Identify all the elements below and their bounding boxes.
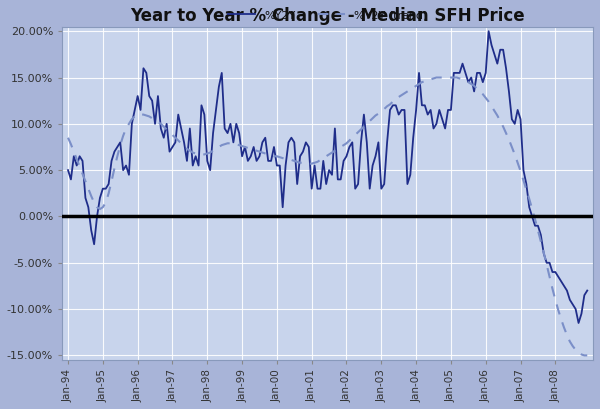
%Y2Y	[262, 135, 269, 140]
%Y2Y (trend)	[581, 353, 588, 358]
%Y2Y (trend)	[529, 207, 536, 211]
%Y2Y (trend)	[569, 344, 577, 348]
%Y2Y	[125, 172, 133, 177]
Title: Year to Year % Change - Median SFH Price: Year to Year % Change - Median SFH Price	[130, 7, 525, 25]
%Y2Y	[64, 168, 71, 173]
Line: %Y2Y: %Y2Y	[68, 31, 587, 323]
%Y2Y (trend)	[64, 135, 71, 140]
%Y2Y (trend)	[73, 157, 80, 162]
Legend: %Y2Y, %Y2Y (trend): %Y2Y, %Y2Y (trend)	[223, 5, 432, 25]
%Y2Y (trend)	[125, 121, 133, 126]
%Y2Y	[529, 214, 536, 219]
%Y2Y (trend)	[433, 75, 440, 80]
%Y2Y	[485, 29, 492, 34]
%Y2Y	[73, 163, 80, 168]
Line: %Y2Y (trend): %Y2Y (trend)	[68, 78, 587, 355]
%Y2Y	[172, 140, 179, 145]
%Y2Y (trend)	[584, 353, 591, 358]
%Y2Y	[569, 302, 577, 307]
%Y2Y	[575, 321, 582, 326]
%Y2Y (trend)	[262, 151, 269, 156]
%Y2Y	[584, 288, 591, 293]
%Y2Y (trend)	[172, 135, 179, 140]
